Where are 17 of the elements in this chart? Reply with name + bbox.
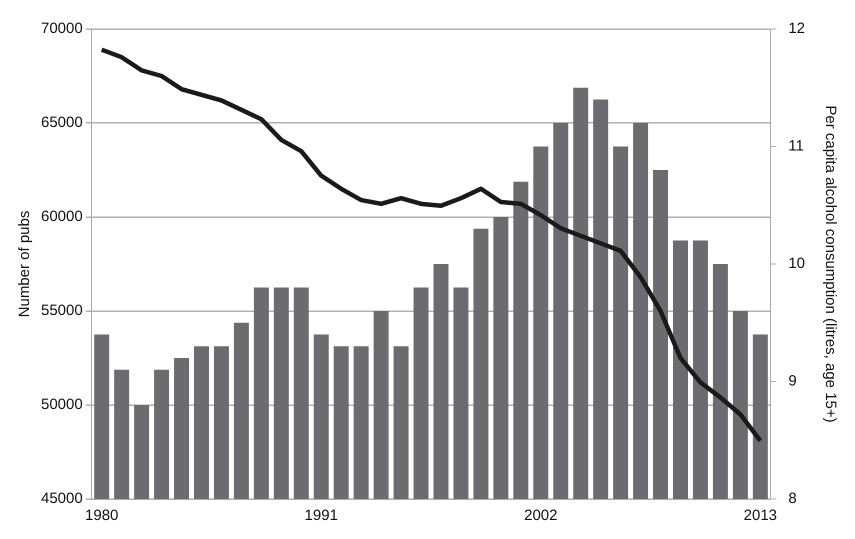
y2-axis-title: Per capita alcohol consumption (litres, age 15+) (822, 105, 839, 423)
y2-tick-label: 9 (788, 372, 797, 390)
y-tick-label: 45000 (40, 490, 83, 508)
y-axis-title: Number of pubs (16, 210, 34, 318)
x-tick-label: 1980 (85, 507, 118, 524)
x-tick-label: 1991 (304, 507, 338, 524)
y2-tick-label: 11 (788, 138, 804, 155)
y-tick-label: 60000 (40, 208, 83, 226)
y2-tick-label: 8 (788, 490, 797, 508)
y-tick-label: 70000 (40, 20, 83, 38)
y2-tick-label: 12 (788, 20, 806, 38)
y-tick-label: 55000 (40, 302, 83, 320)
y-tick-label: 50000 (40, 396, 83, 414)
y-tick-label: 65000 (40, 114, 83, 132)
x-tick-label: 2002 (524, 507, 558, 524)
y2-tick-label: 10 (788, 255, 806, 272)
x-tick-label: 2013 (744, 507, 778, 524)
